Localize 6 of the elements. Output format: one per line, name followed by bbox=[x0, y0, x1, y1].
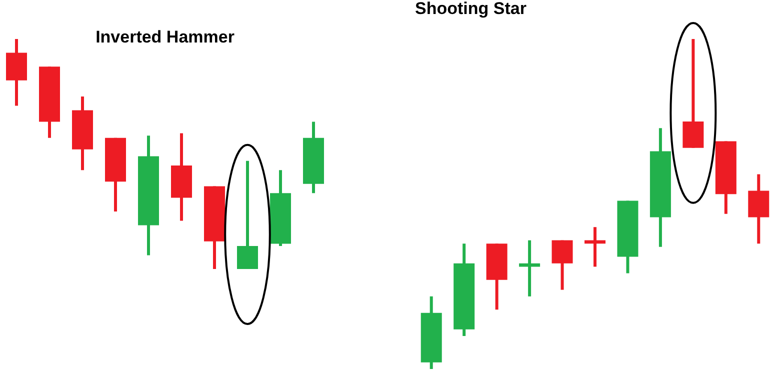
candlestick bbox=[519, 240, 540, 296]
candlestick bbox=[237, 160, 258, 269]
candlestick bbox=[552, 240, 573, 290]
chart-title: Shooting Star bbox=[415, 0, 527, 18]
candlestick bbox=[584, 227, 606, 267]
chart-title: Inverted Hammer bbox=[96, 28, 235, 46]
